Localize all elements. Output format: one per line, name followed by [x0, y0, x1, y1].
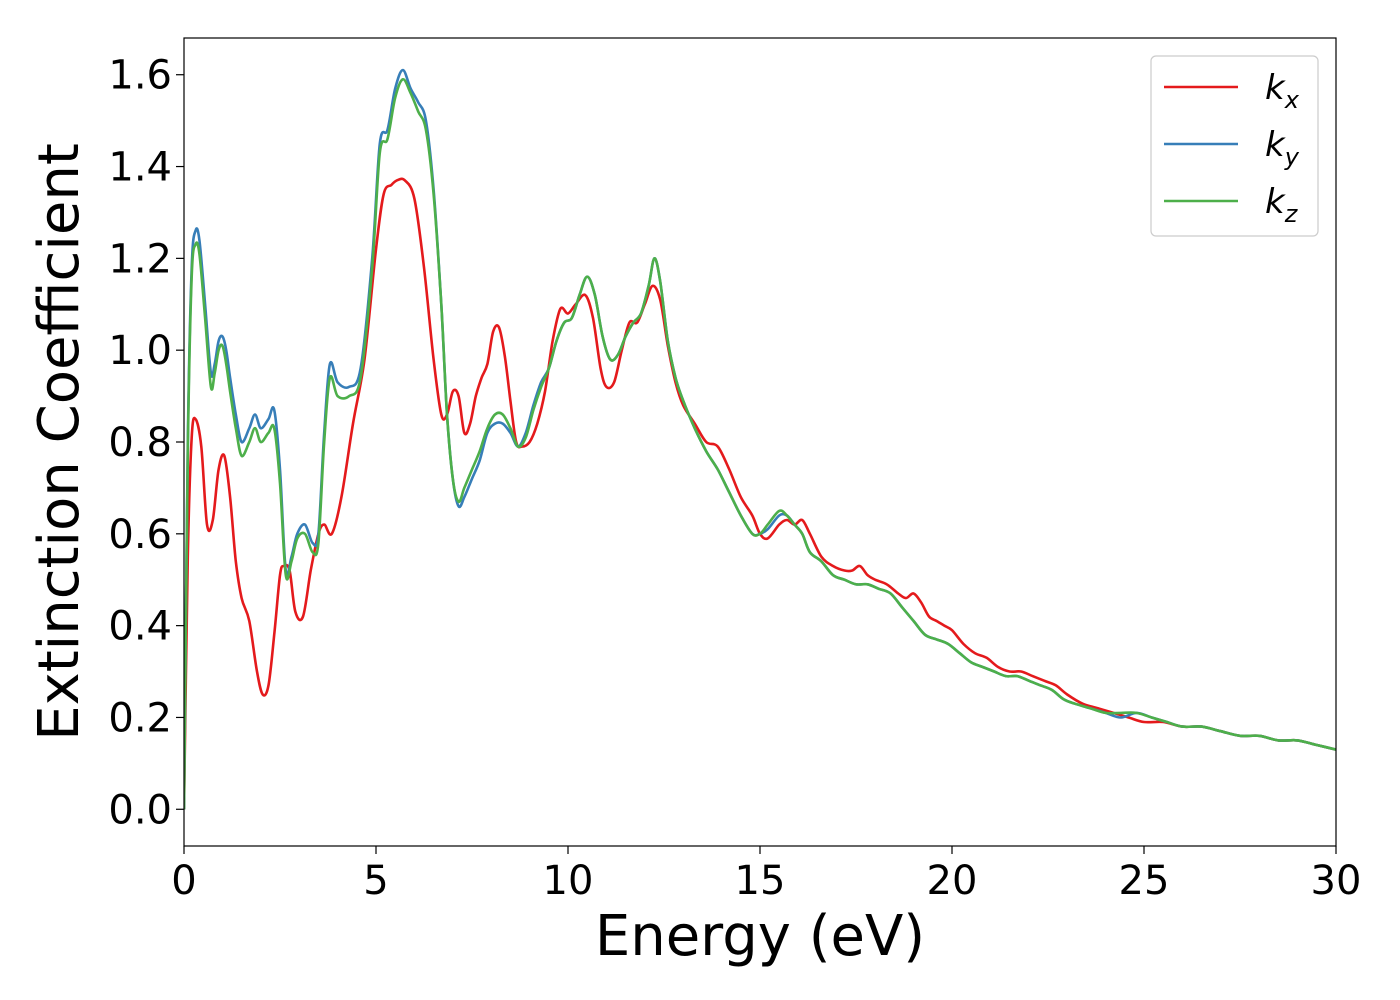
series-line-z [184, 78, 1336, 810]
y-tick-label: 0.4 [108, 604, 172, 650]
y-tick-label: 1.0 [108, 328, 172, 374]
y-axis-ticks: 0.0 0.2 0.4 0.6 0.8 1.0 1.2 1.4 1.6 [108, 53, 184, 833]
y-tick-label: 0.2 [108, 695, 172, 741]
y-tick-label: 0.8 [108, 420, 172, 466]
legend-label-y: ky [1265, 125, 1300, 171]
x-tick-label: 30 [1311, 858, 1362, 904]
x-tick-label: 15 [735, 858, 786, 904]
y-tick-label: 1.2 [108, 236, 172, 282]
x-tick-label: 5 [363, 858, 388, 904]
x-tick-label: 10 [543, 858, 594, 904]
series-line-x [184, 177, 1336, 810]
legend-label-x: kx [1265, 68, 1300, 114]
legend-label-z: kz [1265, 182, 1299, 228]
y-tick-label: 1.6 [108, 53, 172, 99]
x-tick-label: 20 [927, 858, 978, 904]
x-axis-ticks: 0 5 10 15 20 25 30 [171, 846, 1361, 904]
y-tick-label: 0.0 [108, 787, 172, 833]
legend: kx ky kz [1150, 55, 1319, 237]
legend-box [1150, 55, 1319, 237]
x-tick-label: 0 [171, 858, 196, 904]
series-layer [184, 68, 1336, 810]
x-tick-label: 25 [1119, 858, 1170, 904]
y-tick-label: 0.6 [108, 512, 172, 558]
y-axis-label: Extinction Coefficient [27, 143, 92, 741]
x-axis-label: Energy (eV) [595, 904, 925, 969]
y-tick-label: 1.4 [108, 145, 172, 191]
